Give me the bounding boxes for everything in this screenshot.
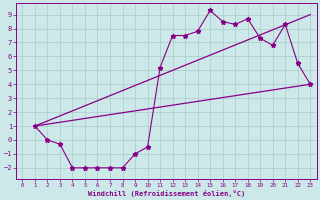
- X-axis label: Windchill (Refroidissement éolien,°C): Windchill (Refroidissement éolien,°C): [88, 190, 245, 197]
